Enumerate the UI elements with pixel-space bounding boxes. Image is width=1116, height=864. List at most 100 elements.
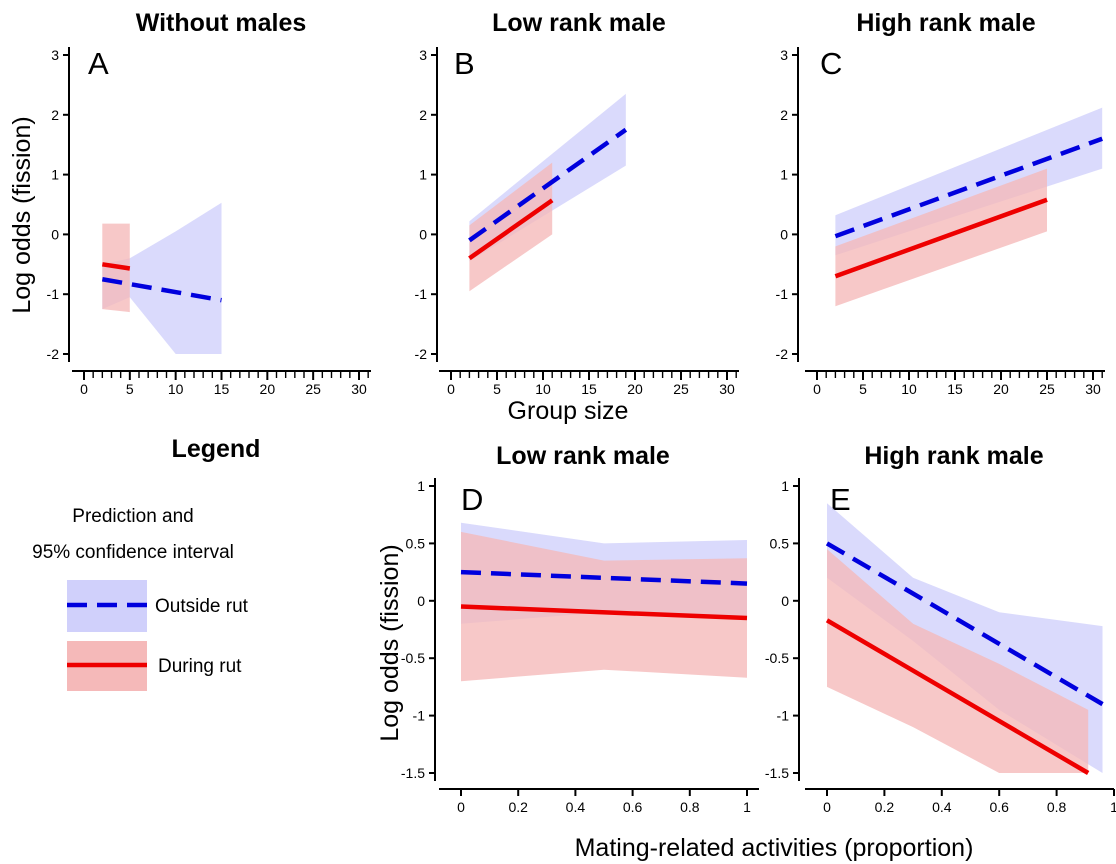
x-tick-label-e: 0.8 — [1047, 799, 1067, 815]
y-tick-label-c: 0 — [780, 226, 788, 242]
x-tick-label-d: 0.6 — [623, 799, 643, 815]
y-tick-label-a: 3 — [51, 47, 59, 63]
panel-letter-d: D — [461, 482, 483, 517]
x-tick-label-a: 0 — [80, 381, 88, 397]
y-tick-label-c: -2 — [776, 346, 789, 362]
y-tick-label-b: -1 — [415, 286, 428, 302]
y-tick-label-e: -0.5 — [765, 650, 789, 666]
y-tick-label-c: 2 — [780, 107, 788, 123]
x-tick-label-d: 0.4 — [566, 799, 586, 815]
legend-subtitle-line1: Prediction and — [72, 506, 193, 527]
x-tick-label-e: 0 — [823, 799, 831, 815]
panel-title-e: High rank male — [864, 442, 1043, 470]
x-tick-label-c: 30 — [1085, 381, 1101, 397]
ci-band-d-during-rut — [461, 531, 747, 682]
y-tick-label-e: 1 — [781, 478, 789, 494]
y-tick-label-a: -2 — [47, 346, 60, 362]
y-tick-label-a: 0 — [51, 226, 59, 242]
y-tick-label-c: -1 — [776, 286, 789, 302]
panel-e: -1.5 -1 -0.5 0 0.5 1 0 0.2 0.4 0.6 0.8 1 — [765, 478, 1116, 815]
x-tick-label-e: 0.6 — [989, 799, 1009, 815]
y-tick-label-a: 2 — [51, 107, 59, 123]
ci-band-c-outside-rut — [835, 107, 1103, 256]
y-tick-label-d: 0.5 — [406, 535, 426, 551]
x-tick-label-e: 0.2 — [875, 799, 895, 815]
panel-title-a: Without males — [136, 9, 307, 37]
y-tick-label-b: 2 — [419, 107, 427, 123]
prediction-line-c-during-rut — [834, 197, 1048, 279]
y-axis-label-bottom: Log odds (fission) — [376, 544, 404, 741]
prediction-line-b-during-rut — [468, 198, 554, 261]
y-tick-label-d: -1 — [413, 708, 426, 724]
y-tick-label-e: -1 — [777, 708, 790, 724]
y-tick-label-c: 3 — [780, 47, 788, 63]
x-tick-label-d: 0.8 — [680, 799, 700, 815]
y-tick-label-a: 1 — [51, 167, 59, 183]
prediction-line-b-outside-rut — [468, 127, 628, 243]
x-tick-label-b: 20 — [627, 381, 643, 397]
panel-title-d: Low rank male — [496, 442, 670, 470]
x-tick-label-c: 0 — [813, 381, 821, 397]
panel-title-c: High rank male — [856, 9, 1035, 37]
y-tick-label-e: -1.5 — [765, 765, 789, 781]
x-tick-label-a: 15 — [214, 381, 230, 397]
y-tick-label-d: 0 — [417, 593, 425, 609]
y-tick-label-b: 0 — [419, 226, 427, 242]
y-tick-label-e: 0 — [781, 593, 789, 609]
y-tick-label-a: -1 — [47, 286, 60, 302]
x-tick-label-b: 30 — [719, 381, 735, 397]
x-tick-label-b: 15 — [581, 381, 597, 397]
legend-title: Legend — [172, 435, 261, 463]
x-tick-label-c: 10 — [901, 381, 917, 397]
x-tick-label-e: 1 — [1110, 799, 1116, 815]
x-tick-label-d: 0.2 — [508, 799, 528, 815]
x-tick-label-b: 5 — [493, 381, 501, 397]
y-tick-label-d: -0.5 — [401, 650, 425, 666]
prediction-line-a-outside-rut — [101, 277, 222, 303]
panel-letter-c: C — [820, 46, 842, 81]
y-tick-label-e: 0.5 — [770, 535, 790, 551]
x-tick-label-e: 0.4 — [932, 799, 952, 815]
legend-label-during-rut: During rut — [158, 656, 242, 677]
x-tick-label-a: 10 — [168, 381, 184, 397]
x-tick-label-c: 15 — [947, 381, 963, 397]
x-axis-label-mating: Mating-related activities (proportion) — [575, 834, 974, 862]
prediction-line-d-during-rut — [460, 604, 748, 621]
ci-band-e-during-rut — [827, 549, 1089, 773]
x-tick-label-a: 25 — [305, 381, 321, 397]
y-tick-label-d: 1 — [417, 478, 425, 494]
x-tick-label-d: 1 — [743, 799, 751, 815]
x-tick-label-b: 0 — [447, 381, 455, 397]
y-axis-label-top: Log odds (fission) — [8, 116, 36, 313]
panel-letter-a: A — [88, 46, 109, 81]
x-tick-label-c: 25 — [1039, 381, 1055, 397]
panel-d: -1.5 -1 -0.5 0 0.5 1 0 0.2 0.4 0.6 0.8 1 — [401, 478, 759, 815]
prediction-line-e-during-rut — [825, 618, 1090, 775]
panel-letter-b: B — [454, 46, 475, 81]
panel-title-b: Low rank male — [492, 9, 666, 37]
legend-label-outside-rut: Outside rut — [155, 596, 249, 617]
y-tick-label-b: 3 — [419, 47, 427, 63]
x-tick-label-c: 20 — [993, 381, 1009, 397]
x-tick-label-b: 10 — [535, 381, 551, 397]
legend-subtitle-line2: 95% confidence interval — [32, 542, 234, 563]
x-tick-label-b: 25 — [673, 381, 689, 397]
y-tick-label-b: 1 — [419, 167, 427, 183]
y-tick-label-c: 1 — [780, 167, 788, 183]
panel-letter-e: E — [830, 482, 851, 517]
prediction-line-d-outside-rut — [460, 569, 748, 586]
ci-band-a-outside-rut — [102, 202, 222, 354]
y-tick-label-d: -1.5 — [401, 765, 425, 781]
x-tick-label-d: 0 — [457, 799, 465, 815]
prediction-line-e-outside-rut — [825, 541, 1104, 707]
x-tick-label-a: 20 — [260, 381, 276, 397]
x-tick-label-a: 5 — [126, 381, 134, 397]
x-tick-label-a: 30 — [351, 381, 367, 397]
x-tick-label-c: 5 — [859, 381, 867, 397]
y-tick-label-b: -2 — [415, 346, 428, 362]
prediction-line-c-outside-rut — [834, 136, 1103, 239]
